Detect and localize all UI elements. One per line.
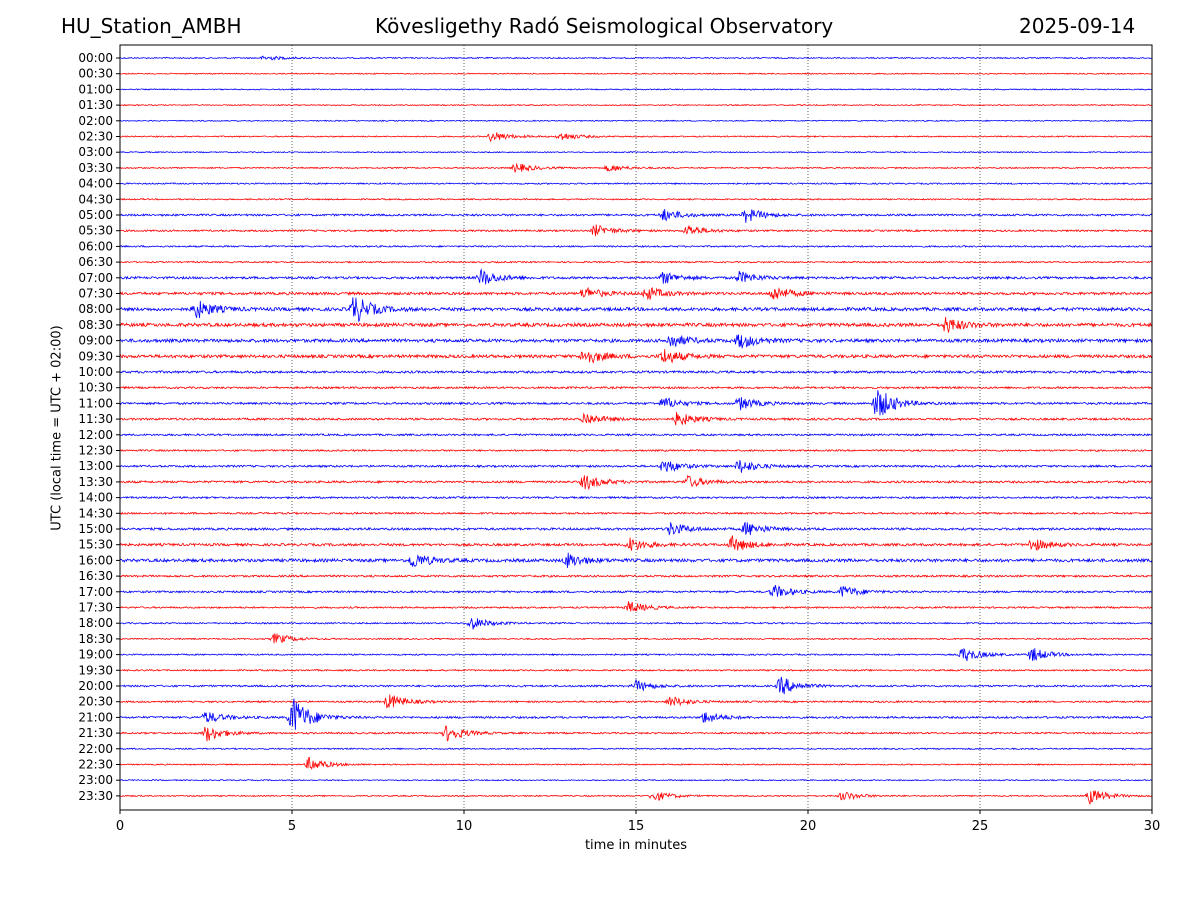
row-label: 16:30 xyxy=(78,569,113,583)
trace-row xyxy=(119,72,1153,75)
x-axis-label: time in minutes xyxy=(584,838,688,853)
x-tick-label: 25 xyxy=(972,819,989,834)
row-label: 19:30 xyxy=(78,663,113,677)
observatory-title: Kövesligethy Radó Seismological Observat… xyxy=(375,14,834,38)
trace-row xyxy=(119,495,1153,500)
row-label: 04:00 xyxy=(78,177,113,191)
trace-row xyxy=(120,676,1153,695)
row-label: 20:30 xyxy=(78,695,113,709)
trace-row xyxy=(119,747,1153,751)
row-label: 15:30 xyxy=(78,538,113,552)
row-label: 14:30 xyxy=(78,506,113,520)
trace-row xyxy=(119,668,1153,672)
x-tick-label: 10 xyxy=(456,819,473,834)
trace-row xyxy=(119,534,1153,551)
x-tick-label: 30 xyxy=(1144,819,1161,834)
row-label: 07:30 xyxy=(78,287,113,301)
row-label: 09:30 xyxy=(78,349,113,363)
row-label: 22:30 xyxy=(78,758,113,772)
x-tick-label: 15 xyxy=(628,819,645,834)
trace-row xyxy=(119,633,1153,644)
trace-row xyxy=(119,268,1153,285)
row-label: 23:00 xyxy=(78,773,113,787)
row-label: 21:00 xyxy=(78,710,113,724)
row-label: 18:30 xyxy=(78,632,113,646)
row-label: 05:00 xyxy=(78,208,113,222)
row-label: 02:30 xyxy=(78,130,113,144)
trace-row xyxy=(119,432,1153,437)
row-label: 02:00 xyxy=(78,114,113,128)
row-label: 18:00 xyxy=(78,616,113,630)
row-label: 01:00 xyxy=(78,82,113,96)
row-label: 21:30 xyxy=(78,726,113,740)
trace-row xyxy=(119,132,1153,143)
row-label: 13:30 xyxy=(78,475,113,489)
row-label: 20:00 xyxy=(78,679,113,693)
row-label: 17:00 xyxy=(78,585,113,599)
row-label: 00:00 xyxy=(78,51,113,65)
x-tick-label: 20 xyxy=(800,819,817,834)
row-label: 14:00 xyxy=(78,491,113,505)
row-label: 06:00 xyxy=(78,239,113,253)
row-label: 01:30 xyxy=(78,98,113,112)
trace-row xyxy=(119,601,1153,612)
row-label: 06:30 xyxy=(78,255,113,269)
row-label: 00:30 xyxy=(78,67,113,81)
trace-row xyxy=(119,725,1153,742)
x-tick-label: 5 xyxy=(288,819,296,834)
row-label: 22:00 xyxy=(78,742,113,756)
row-label: 08:30 xyxy=(78,318,113,332)
row-label: 11:30 xyxy=(78,412,113,426)
grid-layer xyxy=(291,45,981,810)
station-title: HU_Station_AMBH xyxy=(61,14,242,38)
row-label: 17:30 xyxy=(78,601,113,615)
row-label: 15:00 xyxy=(78,522,113,536)
row-label: 19:00 xyxy=(78,648,113,662)
plot-frame xyxy=(119,44,1153,811)
x-axis-layer: 0 5 10 15 20 25 30 xyxy=(116,810,1160,834)
row-label: 09:00 xyxy=(78,334,113,348)
row-label: 10:30 xyxy=(78,381,113,395)
trace-row xyxy=(119,88,1153,91)
y-axis-label: UTC (local time = UTC + 02:00) xyxy=(49,325,65,531)
trace-row xyxy=(119,618,1153,630)
row-label: 16:00 xyxy=(78,553,113,567)
trace-row xyxy=(119,208,1153,223)
trace-row xyxy=(119,390,1153,416)
trace-row xyxy=(119,757,1152,770)
row-label: 08:00 xyxy=(78,302,113,316)
trace-row xyxy=(119,150,1153,154)
row-label: 03:00 xyxy=(78,145,113,159)
row-label: 12:00 xyxy=(78,428,113,442)
row-label: 12:30 xyxy=(78,444,113,458)
trace-row xyxy=(119,474,1152,491)
trace-row xyxy=(119,411,1153,426)
row-label: 10:00 xyxy=(78,365,113,379)
date-title: 2025-09-14 xyxy=(1019,14,1136,38)
row-label: 03:30 xyxy=(78,161,113,175)
row-label: 07:00 xyxy=(78,271,113,285)
row-label: 05:30 xyxy=(78,224,113,238)
row-label: 13:00 xyxy=(78,459,113,473)
row-label: 04:30 xyxy=(78,192,113,206)
row-label: 23:30 xyxy=(78,789,113,803)
row-label: 11:00 xyxy=(78,396,113,410)
trace-row xyxy=(119,552,1153,569)
trace-row xyxy=(119,224,1153,237)
x-tick-label: 0 xyxy=(116,819,124,834)
